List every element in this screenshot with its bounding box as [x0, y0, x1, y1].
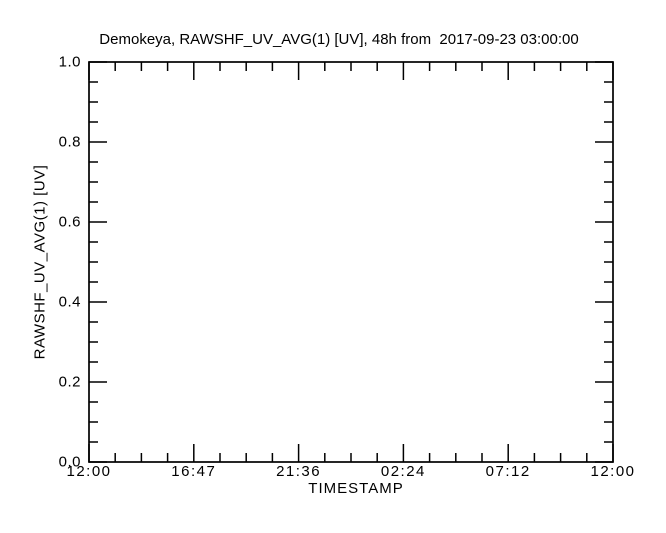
x-tick-label: 07:12 — [485, 463, 531, 480]
plot-frame — [88, 61, 614, 463]
chart-title: Demokeya, RAWSHF_UV_AVG(1) [UV], 48h fro… — [99, 31, 579, 48]
y-tick-label: 1.0 — [58, 53, 81, 71]
y-tick-label: 0.8 — [58, 133, 81, 151]
x-tick-label: 02:24 — [380, 463, 426, 480]
y-axis-label: RAWSHF_UV_AVG(1) [UV] — [31, 164, 49, 360]
x-tick-label: 21:36 — [276, 463, 322, 480]
x-axis-label: TIMESTAMP — [308, 480, 404, 497]
y-tick-label: 0.0 — [58, 453, 81, 471]
y-tick-label: 0.2 — [58, 373, 81, 391]
x-tick-label: 16:47 — [171, 463, 217, 480]
x-tick-label: 12:00 — [66, 463, 112, 480]
y-tick-label: 0.6 — [58, 213, 81, 231]
y-tick-label: 0.4 — [58, 293, 81, 311]
x-tick-label: 12:00 — [590, 463, 636, 480]
